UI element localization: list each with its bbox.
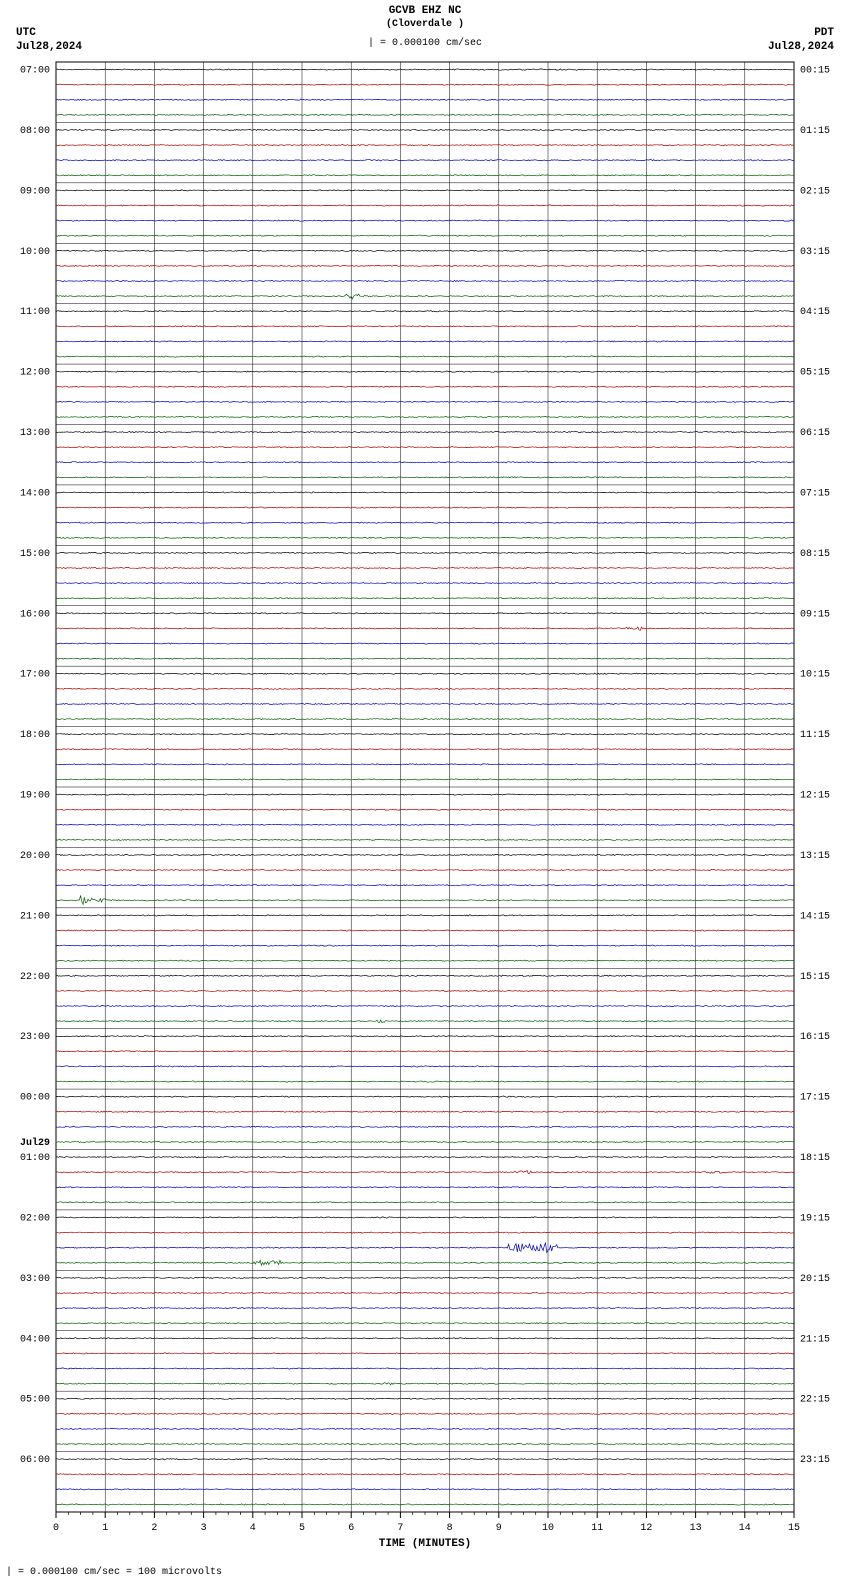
svg-text:12:15: 12:15 [800,791,830,802]
svg-text:01:15: 01:15 [800,126,830,137]
svg-text:08:00: 08:00 [20,126,50,137]
svg-text:00:15: 00:15 [800,66,830,77]
svg-text:06:00: 06:00 [20,1455,50,1466]
scale-info: | = 0.000100 cm/sec [0,38,850,49]
svg-text:14:00: 14:00 [20,488,50,499]
tz-left-zone: UTC [16,26,82,40]
svg-text:11:00: 11:00 [20,307,50,318]
svg-text:10: 10 [542,1523,554,1534]
svg-text:03:15: 03:15 [800,247,830,258]
svg-text:TIME (MINUTES): TIME (MINUTES) [379,1538,471,1550]
tz-right-block: PDT Jul28,2024 [768,26,834,55]
svg-text:00:00: 00:00 [20,1093,50,1104]
svg-text:8: 8 [447,1523,453,1534]
svg-text:4: 4 [250,1523,256,1534]
svg-text:06:15: 06:15 [800,428,830,439]
svg-text:09:00: 09:00 [20,186,50,197]
svg-text:3: 3 [201,1523,207,1534]
svg-text:17:00: 17:00 [20,670,50,681]
svg-text:20:00: 20:00 [20,851,50,862]
svg-text:09:15: 09:15 [800,609,830,620]
tz-left-block: UTC Jul28,2024 [16,26,82,55]
svg-text:07:15: 07:15 [800,488,830,499]
svg-text:19:15: 19:15 [800,1213,830,1224]
svg-text:9: 9 [496,1523,502,1534]
svg-text:07:00: 07:00 [20,66,50,77]
svg-text:04:15: 04:15 [800,307,830,318]
svg-text:01:00: 01:00 [20,1153,50,1164]
svg-text:14: 14 [739,1523,751,1534]
svg-text:21:15: 21:15 [800,1334,830,1345]
svg-text:22:00: 22:00 [20,972,50,983]
svg-text:21:00: 21:00 [20,911,50,922]
svg-text:12: 12 [640,1523,652,1534]
svg-text:04:00: 04:00 [20,1334,50,1345]
svg-text:05:00: 05:00 [20,1395,50,1406]
svg-text:23:00: 23:00 [20,1032,50,1043]
svg-text:16:15: 16:15 [800,1032,830,1043]
svg-text:02:15: 02:15 [800,186,830,197]
svg-text:7: 7 [397,1523,403,1534]
svg-text:12:00: 12:00 [20,368,50,379]
svg-text:02:00: 02:00 [20,1213,50,1224]
svg-text:10:00: 10:00 [20,247,50,258]
station-location: (Cloverdale ) [0,18,850,31]
svg-text:03:00: 03:00 [20,1274,50,1285]
footer-scale: | = 0.000100 cm/sec = 100 microvolts [6,1567,222,1578]
svg-text:11: 11 [591,1523,603,1534]
svg-text:11:15: 11:15 [800,730,830,741]
svg-text:5: 5 [299,1523,305,1534]
tz-right-date: Jul28,2024 [768,40,834,54]
svg-text:13: 13 [690,1523,702,1534]
svg-text:18:15: 18:15 [800,1153,830,1164]
svg-text:6: 6 [348,1523,354,1534]
svg-text:08:15: 08:15 [800,549,830,560]
svg-text:15: 15 [788,1523,800,1534]
svg-text:1: 1 [102,1523,108,1534]
station-id: GCVB EHZ NC [0,4,850,18]
seismogram-plot: 0123456789101112131415TIME (MINUTES)07:0… [0,58,850,1558]
tz-right-zone: PDT [768,26,834,40]
svg-text:16:00: 16:00 [20,609,50,620]
svg-text:20:15: 20:15 [800,1274,830,1285]
svg-text:05:15: 05:15 [800,368,830,379]
svg-text:14:15: 14:15 [800,911,830,922]
tz-left-date: Jul28,2024 [16,40,82,54]
svg-text:13:00: 13:00 [20,428,50,439]
svg-text:13:15: 13:15 [800,851,830,862]
svg-text:23:15: 23:15 [800,1455,830,1466]
svg-text:10:15: 10:15 [800,670,830,681]
svg-text:0: 0 [53,1523,59,1534]
svg-text:22:15: 22:15 [800,1395,830,1406]
svg-text:15:15: 15:15 [800,972,830,983]
svg-text:19:00: 19:00 [20,791,50,802]
svg-text:Jul29: Jul29 [20,1137,50,1149]
svg-text:15:00: 15:00 [20,549,50,560]
svg-text:2: 2 [151,1523,157,1534]
svg-text:17:15: 17:15 [800,1093,830,1104]
svg-text:18:00: 18:00 [20,730,50,741]
